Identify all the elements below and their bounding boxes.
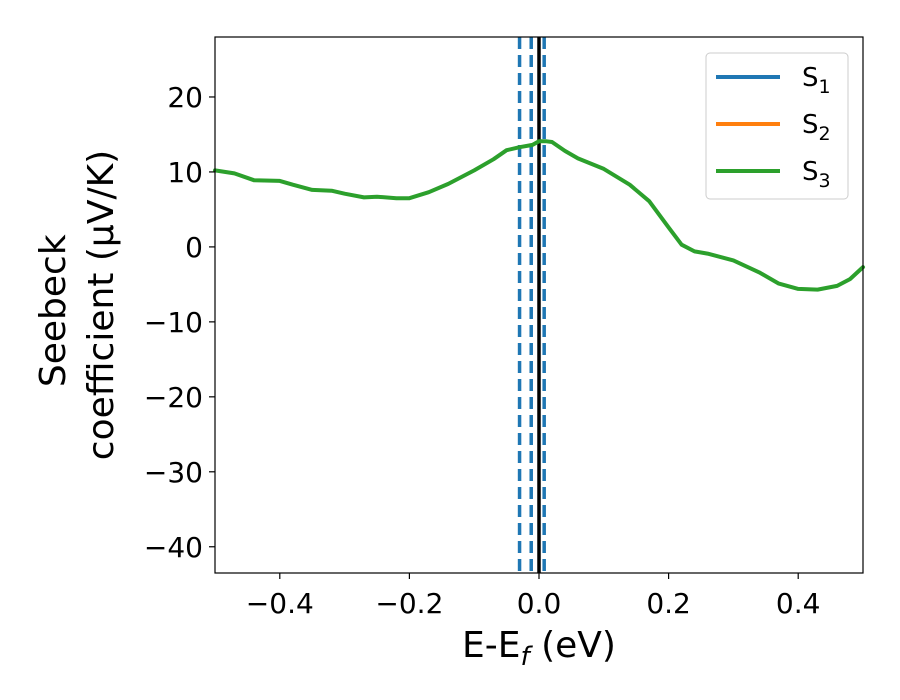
y-tick-label: 0 xyxy=(185,231,203,264)
legend: S1 S2 S3 xyxy=(705,52,849,200)
x-tick-label: −0.4 xyxy=(246,587,314,620)
x-axis-label-unit: (eV) xyxy=(530,625,616,666)
x-axis-label: E-Ef (eV) xyxy=(462,625,616,672)
y-tick-label: −10 xyxy=(144,306,203,339)
x-tick-label: −0.2 xyxy=(375,587,443,620)
legend-items: S1 S2 S3 xyxy=(716,63,831,192)
y-axis-label-line2: coefficient (μV/K) xyxy=(81,150,122,460)
x-axis-ticks: −0.4 −0.2 0.0 0.2 0.4 xyxy=(246,573,821,620)
series-lines xyxy=(213,139,865,292)
legend-label-s3: S3 xyxy=(802,157,831,192)
vertical-lines xyxy=(517,37,546,573)
y-tick-label: −20 xyxy=(144,381,203,414)
x-axis-label-main: E-E xyxy=(462,625,520,666)
y-axis-label-line1: Seebeck xyxy=(33,234,74,387)
y-axis-label: Seebeck coefficient (μV/K) xyxy=(33,150,122,460)
y-tick-label: −40 xyxy=(144,531,203,564)
series-line-s3 xyxy=(213,139,865,292)
y-axis-ticks: 20 10 0 −10 −20 −30 −40 xyxy=(144,81,215,564)
x-tick-label: 0.4 xyxy=(776,587,821,620)
y-tick-label: −30 xyxy=(144,456,203,489)
y-tick-label: 10 xyxy=(167,156,203,189)
legend-label-s2: S2 xyxy=(802,110,831,145)
y-tick-label: 20 xyxy=(167,81,203,114)
x-tick-label: 0.2 xyxy=(646,587,691,620)
legend-label-s1: S1 xyxy=(802,63,831,98)
x-tick-label: 0.0 xyxy=(517,587,562,620)
